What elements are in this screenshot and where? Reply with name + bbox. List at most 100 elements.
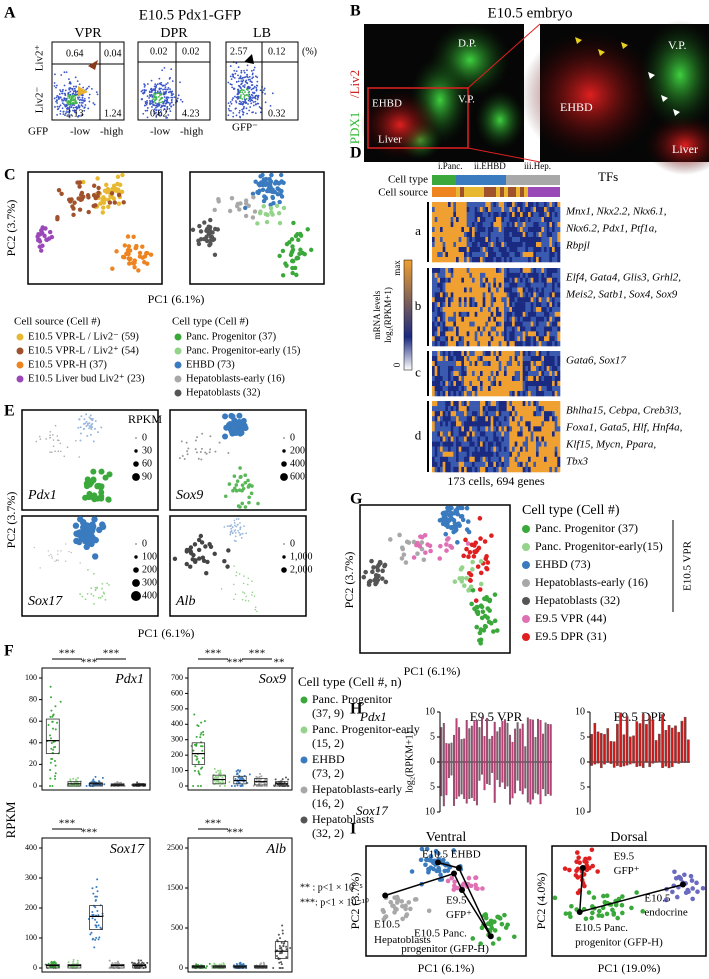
heat-cell: [440, 268, 443, 274]
cell-dot: [191, 552, 196, 558]
box-dot: [213, 962, 216, 965]
heat-cell: [536, 466, 539, 473]
heat-cell: [533, 321, 537, 327]
flow-dot: [152, 100, 154, 103]
heat-cell: [504, 272, 507, 279]
heat-cell: [464, 406, 467, 412]
heat-cell: [509, 232, 513, 238]
flow-dot: [256, 80, 259, 83]
cell-dot: [186, 453, 189, 456]
flow-dot: [153, 108, 156, 111]
cell-dot: [137, 254, 143, 259]
flow-dot: [264, 92, 266, 95]
heat-cell: [485, 386, 489, 392]
flow-dot: [68, 78, 70, 81]
heat-cell: [498, 268, 502, 274]
heat-cell: [442, 426, 446, 432]
panel-letter: A: [4, 5, 16, 22]
box-dot: [201, 745, 204, 748]
cell-dot: [194, 439, 197, 442]
heat-cell: [557, 431, 561, 437]
heat-cell: [552, 331, 555, 337]
flow-dot: [248, 109, 251, 112]
heat-cell: [488, 456, 491, 463]
heat-cell: [472, 411, 475, 417]
heat-cell: [498, 406, 502, 412]
heat-cell: [517, 386, 521, 392]
flow-dot: [153, 85, 156, 88]
heat-cell: [557, 302, 561, 308]
heat-cell: [448, 257, 451, 263]
heat-cell: [536, 202, 539, 208]
cell-dot: [89, 433, 92, 436]
heat-cell: [493, 321, 497, 327]
legend-dot: [174, 361, 182, 369]
heat-cell: [432, 431, 435, 437]
heat-cell: [450, 321, 454, 327]
heat-cell: [504, 302, 507, 308]
heat-cell: [530, 287, 534, 293]
heat-cell: [453, 436, 457, 442]
heat-cell: [504, 466, 507, 473]
heat-cell: [498, 207, 502, 213]
heat-cell: [477, 416, 481, 422]
source-strip: [484, 187, 488, 197]
cell-dot: [86, 434, 89, 437]
size-key: [281, 461, 287, 467]
box-dot: [97, 938, 100, 941]
heat-cell: [514, 451, 518, 458]
heat-cell: [504, 391, 507, 397]
heat-cell: [461, 406, 465, 412]
heat-cell: [442, 461, 446, 468]
heat-cell: [506, 446, 510, 453]
heat-cell: [509, 466, 513, 473]
cell-dot: [56, 435, 59, 437]
heat-cell: [498, 227, 502, 233]
flow-dot: [170, 105, 173, 108]
heat-cell: [557, 401, 561, 407]
heat-cell: [549, 386, 553, 392]
heat-cell: [498, 376, 502, 382]
heat-cell: [432, 376, 435, 382]
heat-cell: [533, 212, 537, 218]
heat-cell: [493, 222, 497, 228]
cell-dot: [237, 488, 242, 492]
heat-cell: [501, 247, 505, 253]
heat-cell: [493, 257, 497, 263]
heat-cell: [549, 277, 553, 283]
heat-cell: [506, 227, 510, 233]
heat-cell: [520, 277, 523, 283]
heat-cell: [520, 336, 523, 342]
heat-cell: [528, 451, 531, 458]
flow-dot: [158, 113, 161, 116]
heat-cell: [490, 361, 494, 367]
box-dot: [47, 724, 50, 727]
heat-cell: [536, 242, 539, 248]
heat-cell: [493, 202, 497, 208]
heat-cell: [525, 207, 529, 213]
heat-cell: [557, 366, 561, 372]
heat-cell: [432, 336, 435, 342]
heat-cell: [474, 202, 478, 208]
gene-name: Alb: [175, 594, 195, 609]
heat-cell: [546, 287, 550, 293]
cell-dot: [51, 555, 53, 558]
heat-cell: [525, 302, 529, 308]
heat-cell: [512, 257, 515, 263]
heat-cell: [450, 351, 454, 357]
flow-dot: [271, 92, 274, 95]
flow-dot: [168, 103, 171, 106]
heat-cell: [530, 247, 534, 253]
cell-dot: [126, 251, 131, 257]
heat-cell: [445, 391, 449, 397]
tick-label: 0: [33, 963, 37, 972]
heat-cell: [485, 316, 489, 322]
cell-dot: [272, 189, 278, 195]
heat-cell: [437, 336, 441, 342]
heat-cell: [456, 416, 459, 422]
heat-cell: [530, 421, 534, 427]
heat-cell: [464, 351, 467, 357]
flow-dot: [160, 97, 163, 100]
heat-cell: [541, 456, 545, 463]
heat-cell: [480, 257, 483, 263]
